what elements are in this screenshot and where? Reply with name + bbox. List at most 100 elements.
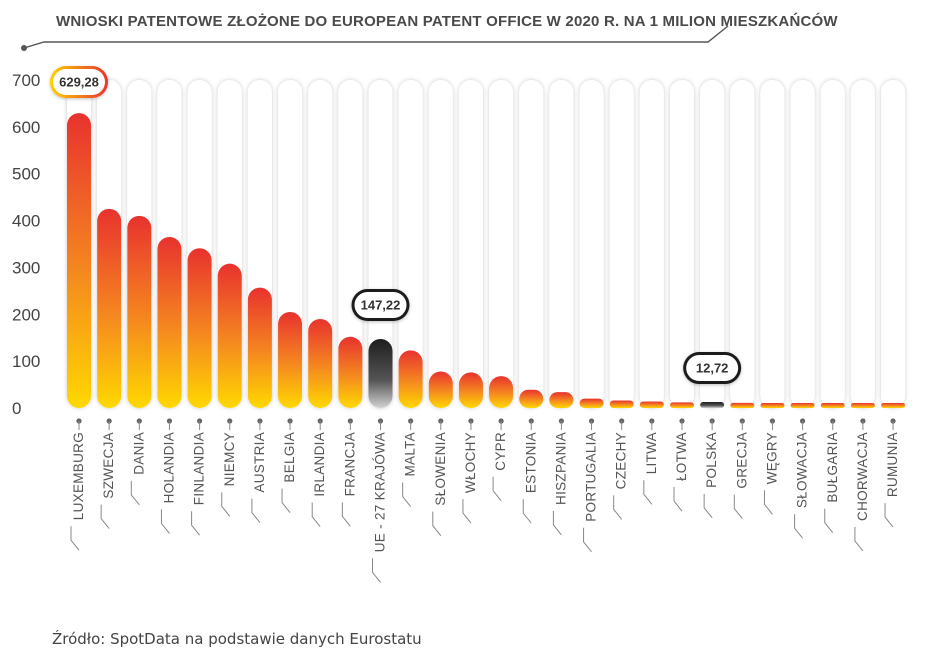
category-connector bbox=[281, 488, 291, 513]
category-label-bulgaria: BUŁGARIA bbox=[825, 432, 840, 503]
bar-track-malta bbox=[398, 80, 423, 408]
bar-track-wlochy bbox=[458, 80, 483, 408]
bar-track-estonia bbox=[519, 80, 544, 408]
source-note: Źródło: SpotData na podstawie danych Eur… bbox=[52, 630, 422, 648]
y-tick-label: 400 bbox=[12, 212, 40, 231]
bar-track-hiszpania bbox=[549, 80, 574, 408]
bar-track-bulgaria bbox=[820, 80, 845, 408]
category-connector bbox=[522, 499, 532, 524]
bar-track-francja bbox=[338, 80, 363, 408]
y-tick-label: 700 bbox=[12, 71, 40, 90]
bar-litwa bbox=[639, 401, 664, 408]
bar-track-litwa bbox=[639, 80, 664, 408]
bar-track-wegry bbox=[760, 80, 785, 408]
bar-grecja bbox=[730, 402, 755, 408]
category-connector bbox=[824, 508, 834, 533]
bar-belgia bbox=[278, 311, 303, 408]
category-label-ue-27-krajowa: UE - 27 KRAJÓWA bbox=[373, 432, 388, 552]
bar-polska bbox=[700, 402, 725, 408]
chart-title: WNIOSKI PATENTOWE ZŁOŻONE DO EUROPEAN PA… bbox=[56, 12, 838, 30]
bars bbox=[67, 80, 906, 408]
title-decoration bbox=[21, 25, 729, 51]
category-connector bbox=[643, 480, 653, 505]
category-label-niemcy: NIEMCY bbox=[222, 432, 237, 486]
bar-niemcy bbox=[217, 263, 242, 408]
category-connector bbox=[854, 526, 864, 552]
bar-bulgaria bbox=[820, 403, 845, 408]
bar-francja bbox=[338, 336, 363, 408]
callout-label: 12,72 bbox=[696, 361, 729, 376]
category-connector bbox=[221, 492, 231, 517]
category-label-litwa: LITWA bbox=[644, 432, 659, 474]
title-underline bbox=[23, 25, 729, 49]
category-label-estonia: ESTONIA bbox=[523, 432, 538, 493]
bar-track-slowenia bbox=[428, 80, 453, 408]
category-connector bbox=[160, 509, 170, 534]
bar-irlandia bbox=[308, 318, 333, 408]
y-tick-label: 500 bbox=[12, 165, 40, 184]
bar-portugalia bbox=[579, 398, 604, 408]
y-tick-label: 600 bbox=[12, 118, 40, 137]
bar-cypr bbox=[489, 376, 514, 408]
category-label-wegry: WĘGRY bbox=[764, 432, 779, 484]
bar-czechy bbox=[609, 400, 634, 408]
bar-track-grecja bbox=[730, 80, 755, 408]
category-connector bbox=[552, 510, 562, 536]
callout-fill bbox=[53, 69, 105, 95]
category-label-slowacja: SŁOWACJA bbox=[795, 432, 810, 508]
category-label-austria: AUSTRIA bbox=[252, 432, 267, 493]
category-label-czechy: CZECHY bbox=[614, 432, 629, 489]
category-connector bbox=[733, 494, 743, 519]
bar-rumunia bbox=[881, 403, 906, 408]
category-label-chorwacja: CHORWACJA bbox=[855, 432, 870, 521]
category-connector bbox=[703, 493, 713, 519]
bar-slowacja bbox=[790, 403, 815, 408]
y-tick-label: 100 bbox=[12, 352, 40, 371]
category-connector bbox=[372, 558, 381, 583]
category-connector bbox=[402, 482, 412, 507]
bar-estonia bbox=[519, 389, 544, 408]
category-connector bbox=[251, 498, 261, 523]
category-label-wlochy: WŁOCHY bbox=[463, 432, 478, 493]
category-label-malta: MALTA bbox=[403, 432, 418, 477]
category-connector bbox=[613, 495, 623, 520]
category-label-dania: DANIA bbox=[131, 432, 146, 475]
category-label-hiszpania: HISZPANIA bbox=[553, 432, 568, 505]
category-connector bbox=[100, 504, 110, 529]
y-tick-label: 0 bbox=[12, 399, 21, 418]
category-label-holandia: HOLANDIA bbox=[161, 432, 176, 503]
bar-ue-27-krajowa bbox=[368, 339, 393, 408]
category-connector bbox=[763, 490, 773, 515]
category-connector bbox=[191, 511, 200, 536]
category-label-belgia: BELGIA bbox=[282, 432, 297, 483]
y-tick-label: 200 bbox=[12, 305, 40, 324]
category-label-polska: POLSKA bbox=[704, 432, 719, 488]
bar-track-slowacja bbox=[790, 80, 815, 408]
category-label-cypr: CYPR bbox=[493, 432, 508, 471]
category-connector bbox=[341, 502, 351, 527]
category-connector bbox=[794, 514, 803, 539]
bar-austria bbox=[247, 287, 272, 408]
bar-track-rumunia bbox=[881, 80, 906, 408]
bar-track-polska bbox=[700, 80, 725, 408]
callout-polska: 12,72 bbox=[683, 352, 742, 385]
category-connector bbox=[673, 487, 683, 512]
callout-label: 147,22 bbox=[361, 298, 401, 313]
bar-lotwa bbox=[670, 402, 694, 408]
category-label-portugalia: PORTUGALIA bbox=[584, 432, 599, 522]
callout-luxemburg: 629,28 bbox=[50, 66, 108, 98]
category-connector bbox=[432, 511, 442, 536]
bar-holandia bbox=[157, 236, 182, 408]
category-label-grecja: GRECJA bbox=[734, 432, 749, 489]
callout-ue-27-krajowa: 147,22 bbox=[351, 289, 410, 322]
callout-label: 629,28 bbox=[59, 75, 99, 90]
category-label-lotwa: ŁOTWA bbox=[674, 432, 689, 481]
bar-track-portugalia bbox=[579, 80, 604, 408]
category-label-finlandia: FINLANDIA bbox=[192, 432, 207, 505]
category-connector bbox=[311, 502, 321, 527]
bar-slowenia bbox=[428, 371, 453, 408]
bar-szwecja bbox=[97, 208, 122, 408]
y-axis: 0 100 200 300 400 500 600 700 bbox=[12, 71, 40, 418]
category-connector bbox=[70, 526, 80, 551]
category-label-slowenia: SŁOWENIA bbox=[433, 432, 448, 506]
